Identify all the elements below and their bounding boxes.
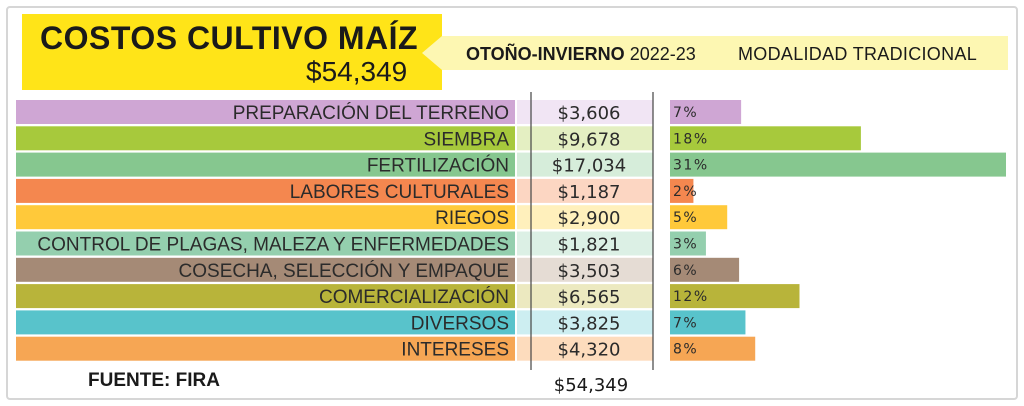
value-label: $9,678 <box>558 129 621 150</box>
percent-label: 7% <box>673 105 698 121</box>
season-label: OTOÑO-INVIERNO 2022-23 <box>466 44 696 65</box>
value-label: $3,825 <box>558 313 621 334</box>
data-bar <box>670 126 861 151</box>
percent-label: 5% <box>673 210 698 226</box>
category-band <box>16 152 515 177</box>
value-cell <box>517 284 653 309</box>
chart-title: COSTOS CULTIVO MAÍZ <box>40 20 419 56</box>
category-band <box>16 205 515 230</box>
value-label: $17,034 <box>552 156 626 177</box>
category-label: PREPARACIÓN DEL TERRENO <box>233 102 509 124</box>
data-bar <box>670 310 746 335</box>
value-cell <box>517 257 653 282</box>
percent-label: 6% <box>673 263 698 279</box>
category-band <box>16 100 515 124</box>
category-band <box>16 336 515 361</box>
value-cell <box>517 100 653 124</box>
value-label: $1,187 <box>558 182 621 203</box>
total-value-label: $54,349 <box>554 375 628 396</box>
source-label: FUENTE: FIRA <box>88 370 220 391</box>
percent-label: 12% <box>673 289 709 305</box>
percent-label: 31% <box>673 158 709 174</box>
value-label: $3,503 <box>558 261 621 282</box>
category-band <box>16 310 515 335</box>
data-bar <box>670 100 742 124</box>
season-year: 2022-23 <box>629 44 696 64</box>
category-label: RIEGOS <box>435 208 509 229</box>
data-bar <box>670 231 706 256</box>
percent-label: 2% <box>673 184 698 200</box>
category-label: LABORES CULTURALES <box>290 182 509 203</box>
subtitle-banner: OTOÑO-INVIERNO 2022-23 MODALIDAD TRADICI… <box>422 36 1008 70</box>
category-label: DIVERSOS <box>411 313 509 334</box>
category-band <box>16 257 515 282</box>
modality-label: MODALIDAD TRADICIONAL <box>738 44 978 64</box>
value-cell <box>517 205 653 230</box>
value-label: $6,565 <box>558 287 621 308</box>
title-banner <box>22 14 442 90</box>
category-band <box>16 126 515 151</box>
percent-label: 8% <box>673 342 698 358</box>
category-label: CONTROL DE PLAGAS, MALEZA Y ENFERMEDADES <box>37 235 509 256</box>
header-total: $54,349 <box>306 56 408 87</box>
data-bar <box>670 178 694 203</box>
value-cell <box>517 336 653 361</box>
data-bar <box>670 336 756 361</box>
category-band <box>16 178 515 203</box>
value-label: $4,320 <box>558 340 621 361</box>
value-cell <box>517 310 653 335</box>
data-bar <box>670 205 728 230</box>
value-cell <box>517 231 653 256</box>
season-name: OTOÑO-INVIERNO <box>466 44 625 64</box>
value-label: $3,606 <box>558 103 621 124</box>
value-cell <box>517 178 653 203</box>
data-bar <box>670 152 1006 177</box>
category-label: COMERCIALIZACIÓN <box>319 286 509 308</box>
category-label: SIEMBRA <box>423 129 509 150</box>
percent-label: 18% <box>673 131 709 147</box>
value-cell <box>517 152 653 177</box>
category-band <box>16 284 515 309</box>
category-band <box>16 231 515 256</box>
category-label: FERTILIZACIÓN <box>367 155 509 177</box>
value-label: $1,821 <box>558 235 621 256</box>
value-label: $2,900 <box>558 208 621 229</box>
category-label: INTERESES <box>401 340 509 361</box>
percent-label: 7% <box>673 315 698 331</box>
category-label: COSECHA, SELECCIÓN Y EMPAQUE <box>179 260 509 282</box>
value-cell <box>517 126 653 151</box>
percent-label: 3% <box>673 237 698 253</box>
data-bar <box>670 284 800 309</box>
data-bar <box>670 257 740 282</box>
